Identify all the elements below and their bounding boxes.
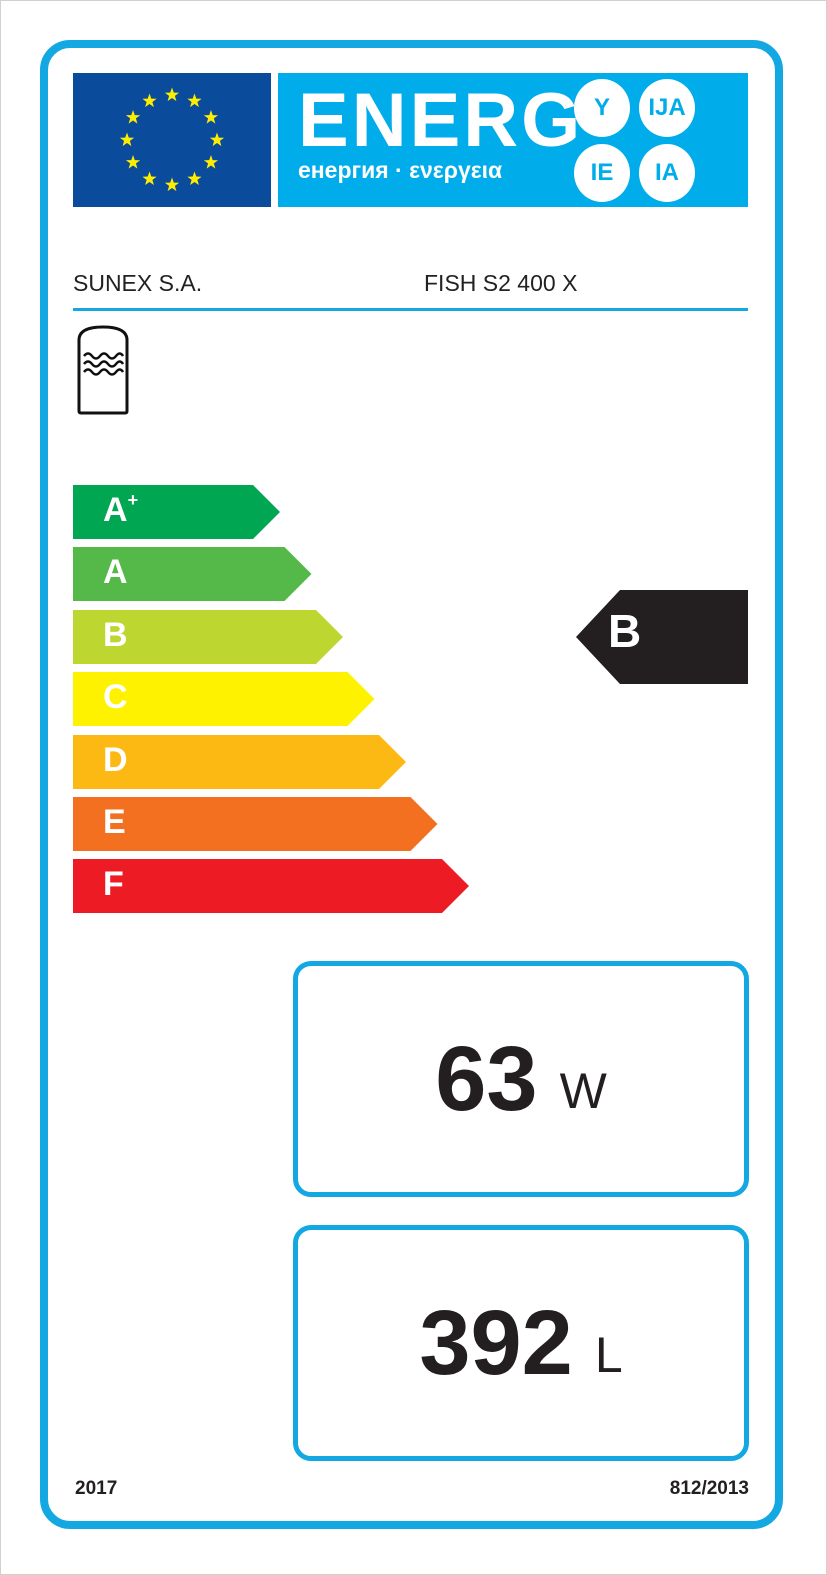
eu-star <box>125 110 141 124</box>
rating-class: B <box>608 605 642 657</box>
energy-class-bar: A+ <box>73 485 280 539</box>
class-label: D <box>103 740 128 779</box>
rating-arrow <box>576 590 748 684</box>
eu-flag <box>73 73 271 207</box>
eu-star <box>142 93 157 108</box>
class-label: B <box>103 615 128 654</box>
eu-star <box>209 132 225 147</box>
energy-banner: ENERG енергия · ενεργεια Y IJA IE IA <box>278 73 748 207</box>
energy-subtitle: енергия · ενεργεια <box>298 157 503 183</box>
class-arrow <box>73 547 312 602</box>
eu-stars-icon <box>119 87 225 192</box>
class-label: E <box>103 803 126 841</box>
model-name: FISH S2 400 X <box>424 270 578 296</box>
standing-loss-value: 63 <box>435 1027 538 1130</box>
standing-loss-unit: W <box>559 1063 607 1119</box>
volume-value: 392 <box>419 1291 573 1394</box>
eu-star <box>187 171 202 185</box>
suffix-y: Y <box>574 79 630 137</box>
eu-star <box>142 171 157 185</box>
volume-box: 392 L <box>293 1225 749 1461</box>
energy-class-bar: B <box>73 609 343 664</box>
standing-loss-box: 63 W <box>293 961 749 1197</box>
class-label: F <box>103 865 124 904</box>
energy-class-bar: C <box>73 672 375 727</box>
class-arrow <box>73 609 343 664</box>
water-tank-icon <box>77 325 129 415</box>
regulation-number: 812/2013 <box>669 1478 749 1499</box>
energy-class-bar: F <box>73 859 469 914</box>
eu-star <box>203 110 219 124</box>
divider <box>73 308 748 311</box>
eu-star <box>119 132 135 147</box>
class-arrow <box>73 797 438 851</box>
eu-star <box>164 177 180 192</box>
energy-class-bar: A <box>73 547 312 602</box>
class-label: A <box>103 553 128 592</box>
volume-unit: L <box>594 1327 623 1383</box>
class-arrow <box>73 859 469 914</box>
suffix-ie: IE <box>574 144 630 202</box>
eu-star <box>125 155 141 169</box>
energy-class-bar: E <box>73 797 438 851</box>
eu-star <box>203 155 219 169</box>
class-arrow <box>73 485 280 539</box>
supplier-name: SUNEX S.A. <box>73 270 203 296</box>
suffix-ia: IA <box>639 144 695 202</box>
energy-word: ENERG <box>298 78 584 163</box>
label-year: 2017 <box>75 1478 118 1499</box>
suffix-ija: IJA <box>639 79 695 137</box>
class-arrow <box>73 734 406 789</box>
eu-star <box>164 87 180 102</box>
energy-class-bar: D <box>73 734 406 789</box>
rating-indicator: B <box>576 590 748 684</box>
class-label: C <box>103 678 128 717</box>
label-frame <box>40 40 783 1529</box>
eu-star <box>187 93 202 108</box>
class-arrow <box>73 672 375 727</box>
class-label: A+ <box>103 490 139 529</box>
